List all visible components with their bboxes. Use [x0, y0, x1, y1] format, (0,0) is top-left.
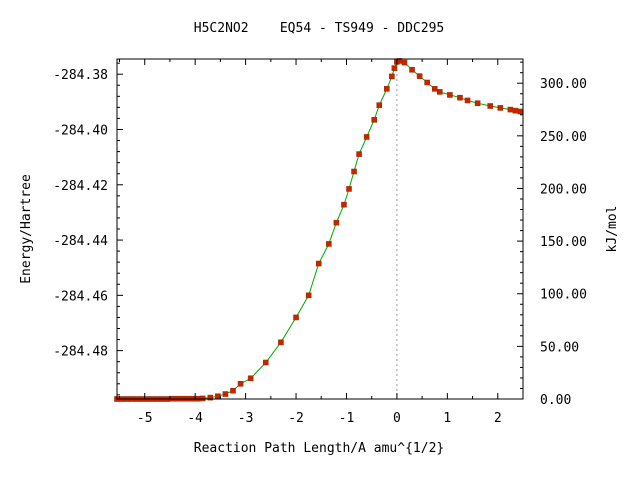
y-tick-label: -284.38 — [53, 68, 108, 83]
y2-axis-label: kJ/mol — [605, 206, 620, 253]
y-axis-label: Energy/Hartree — [19, 174, 34, 284]
y-tick-label: -284.48 — [53, 345, 108, 360]
x-tick-label: 0 — [393, 411, 401, 426]
data-point — [293, 314, 299, 321]
data-point — [431, 86, 438, 92]
y-tick-label: -284.40 — [53, 123, 108, 138]
data-point — [497, 105, 504, 111]
data-point — [237, 380, 244, 387]
data-point — [487, 103, 494, 109]
data-point — [447, 92, 453, 98]
data-point — [389, 73, 395, 80]
x-axis: -5 -4 -3 -2 -1 0 1 2 — [119, 59, 524, 426]
data-point — [222, 391, 229, 397]
data-point — [207, 394, 214, 401]
plot-area — [114, 58, 524, 402]
y2-tick-label: 250.00 — [540, 130, 587, 145]
data-point — [384, 86, 390, 92]
data-point — [247, 375, 254, 382]
data-point — [517, 108, 524, 115]
y2-tick-label: 150.00 — [540, 235, 587, 250]
data-point — [436, 89, 443, 95]
data-point — [341, 201, 347, 208]
data-point — [199, 395, 206, 402]
y2-tick-label: 200.00 — [540, 182, 587, 197]
y-tick-label: -284.44 — [53, 234, 108, 249]
y-tick-label: -284.46 — [53, 289, 108, 304]
y-axis-right: 0.00 50.00 100.00 150.00 200.00 250.00 300.00 — [517, 61, 587, 408]
x-tick-label: -3 — [238, 411, 254, 426]
data-point — [401, 59, 408, 66]
y-tick-label: -284.42 — [53, 179, 108, 194]
x-tick-label: -5 — [137, 411, 153, 426]
data-point — [356, 151, 362, 157]
x-axis-label: Reaction Path Length/A amu^{1/2} — [194, 441, 444, 456]
data-point — [315, 260, 322, 267]
data-point — [416, 73, 423, 79]
data-point — [507, 106, 514, 113]
y2-tick-label: 100.00 — [540, 288, 587, 303]
data-point — [351, 168, 357, 175]
data-point — [230, 387, 236, 394]
series-line — [117, 60, 521, 400]
data-point — [464, 97, 471, 104]
y2-tick-label: 300.00 — [540, 77, 587, 92]
data-point — [363, 134, 370, 140]
x-tick-label: 2 — [494, 411, 502, 426]
data-point — [371, 117, 378, 123]
data-point — [474, 100, 481, 107]
data-point — [215, 393, 221, 400]
data-point — [346, 186, 352, 192]
data-point — [512, 107, 519, 114]
y2-tick-label: 50.00 — [540, 340, 579, 355]
data-point — [333, 219, 340, 226]
plot-frame — [116, 58, 524, 400]
x-tick-label: -2 — [288, 411, 304, 426]
x-tick-label: -4 — [187, 411, 203, 426]
data-point — [457, 94, 463, 101]
data-point — [326, 241, 332, 247]
data-point — [424, 79, 430, 86]
data-point — [376, 102, 383, 108]
x-tick-label: 1 — [443, 411, 451, 426]
y2-tick-label: 0.00 — [540, 393, 571, 408]
x-tick-label: -1 — [339, 411, 355, 426]
data-point — [409, 66, 415, 73]
data-point — [278, 339, 284, 346]
data-point — [262, 359, 269, 366]
chart-title: H5C2NO2 EQ54 - TS949 - DDC295 — [194, 21, 444, 36]
y-axis-left: -284.38 -284.40 -284.42 -284.44 -284.46 -284.… — [53, 62, 123, 396]
data-point — [391, 65, 398, 71]
data-point — [305, 292, 312, 299]
